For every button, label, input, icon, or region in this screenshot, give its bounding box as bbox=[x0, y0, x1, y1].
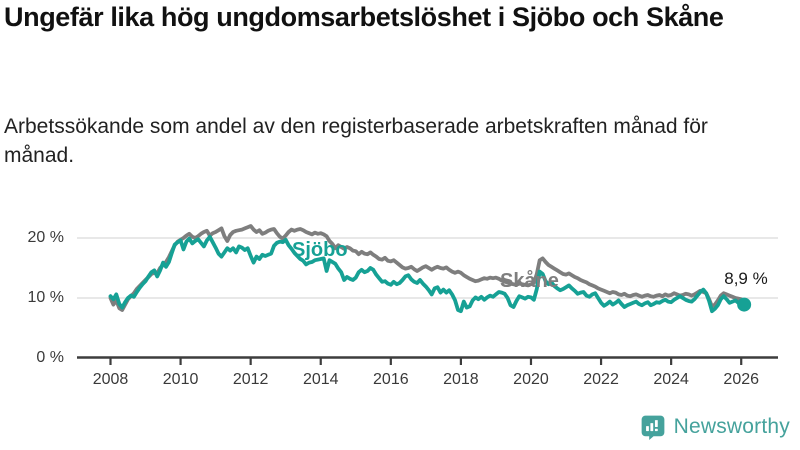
series-line-skåne bbox=[108, 224, 744, 312]
series-end-dot bbox=[737, 297, 752, 312]
x-tick-label: 2010 bbox=[162, 371, 199, 388]
newsworthy-logo: Newsworthy bbox=[640, 414, 790, 440]
y-tick-label: 0 % bbox=[36, 349, 64, 366]
chart-title: Ungefär lika hög ungdomsarbetslöshet i S… bbox=[4, 2, 724, 32]
x-tick-label: 2016 bbox=[373, 371, 409, 388]
y-tick-label: 20 % bbox=[27, 229, 64, 246]
y-tick-label: 10 % bbox=[27, 289, 64, 306]
x-tick-label: 2026 bbox=[723, 371, 760, 388]
series-label-skane: Skåne bbox=[500, 270, 559, 292]
x-tick-label: 2012 bbox=[232, 371, 269, 388]
series-line-sjöbo bbox=[108, 234, 746, 314]
x-tick-label: 2008 bbox=[92, 371, 129, 388]
latest-value-label: 8,9 % bbox=[724, 269, 768, 288]
newsworthy-bar-chart-icon bbox=[641, 415, 664, 440]
series-label-sjobo: Sjöbo bbox=[292, 239, 348, 261]
x-tick-label: 2024 bbox=[653, 371, 689, 388]
x-tick-label: 2018 bbox=[443, 371, 479, 388]
chart-subtitle: Arbetssökande som andel av den registerb… bbox=[4, 115, 708, 167]
newsworthy-wordmark: Newsworthy bbox=[673, 415, 790, 438]
x-tick-label: 2020 bbox=[513, 371, 549, 388]
x-tick-label: 2014 bbox=[302, 371, 339, 388]
x-tick-label: 2022 bbox=[583, 371, 619, 388]
